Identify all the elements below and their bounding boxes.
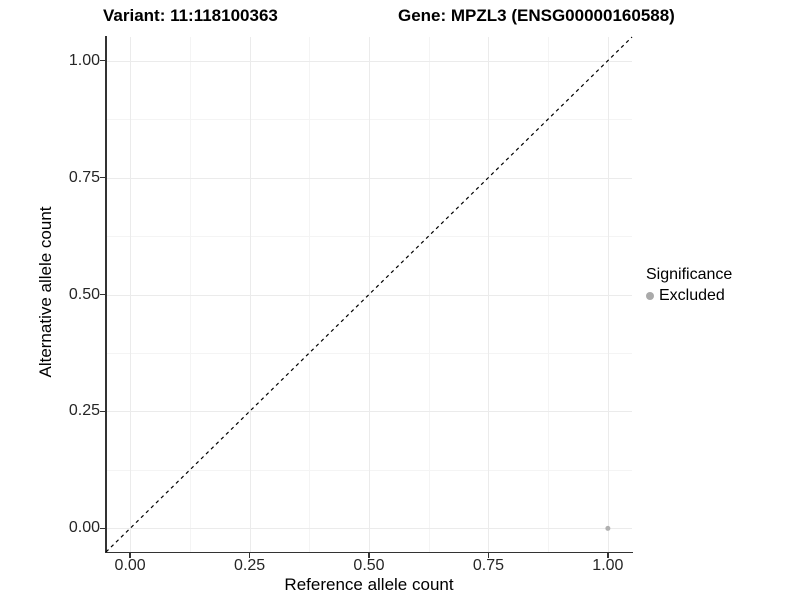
plot-title-gene: Gene: MPZL3 (ENSG00000160588) [398,6,675,25]
x-tick-mark [368,553,370,558]
y-tick-label: 0.00 [68,519,100,537]
legend-key-dot [646,292,654,300]
plot-title-variant: Variant: 11:118100363 [103,6,278,25]
gridline-major-y [106,294,632,296]
legend-items: Excluded [646,287,732,305]
legend: Significance Excluded [646,266,732,305]
legend-item-label: Excluded [659,287,725,304]
y-tick-mark [100,59,105,62]
gridline-major-y [106,177,632,179]
y-tick-label: 0.75 [68,168,100,186]
legend-item: Excluded [646,287,732,305]
x-tick-label: 1.00 [592,557,624,574]
gridline-major-y [106,528,632,530]
gridline-major-y [106,411,632,413]
y-tick-label: 0.50 [68,285,100,303]
y-tick-mark [100,410,105,413]
y-axis-line [105,36,107,553]
x-axis-title: Reference allele count [284,575,454,594]
x-tick-mark [487,553,490,558]
x-tick-mark [248,553,251,558]
x-tick-label: 0.75 [472,557,504,574]
y-tick-mark [100,527,105,530]
y-axis-title: Alternative allele count [36,206,55,378]
y-tick-label: 1.00 [68,51,100,69]
y-tick-label: 0.25 [68,402,100,420]
gridline-major-y [106,60,632,62]
legend-title: Significance [646,266,733,283]
x-tick-mark [129,553,131,558]
x-tick-mark [607,553,609,558]
x-tick-label: 0.25 [233,557,266,574]
x-tick-label: 0.50 [353,557,385,574]
y-tick-mark [100,293,105,296]
plot-panel [106,37,632,552]
x-tick-label: 0.00 [114,557,146,574]
y-tick-mark [100,176,105,179]
